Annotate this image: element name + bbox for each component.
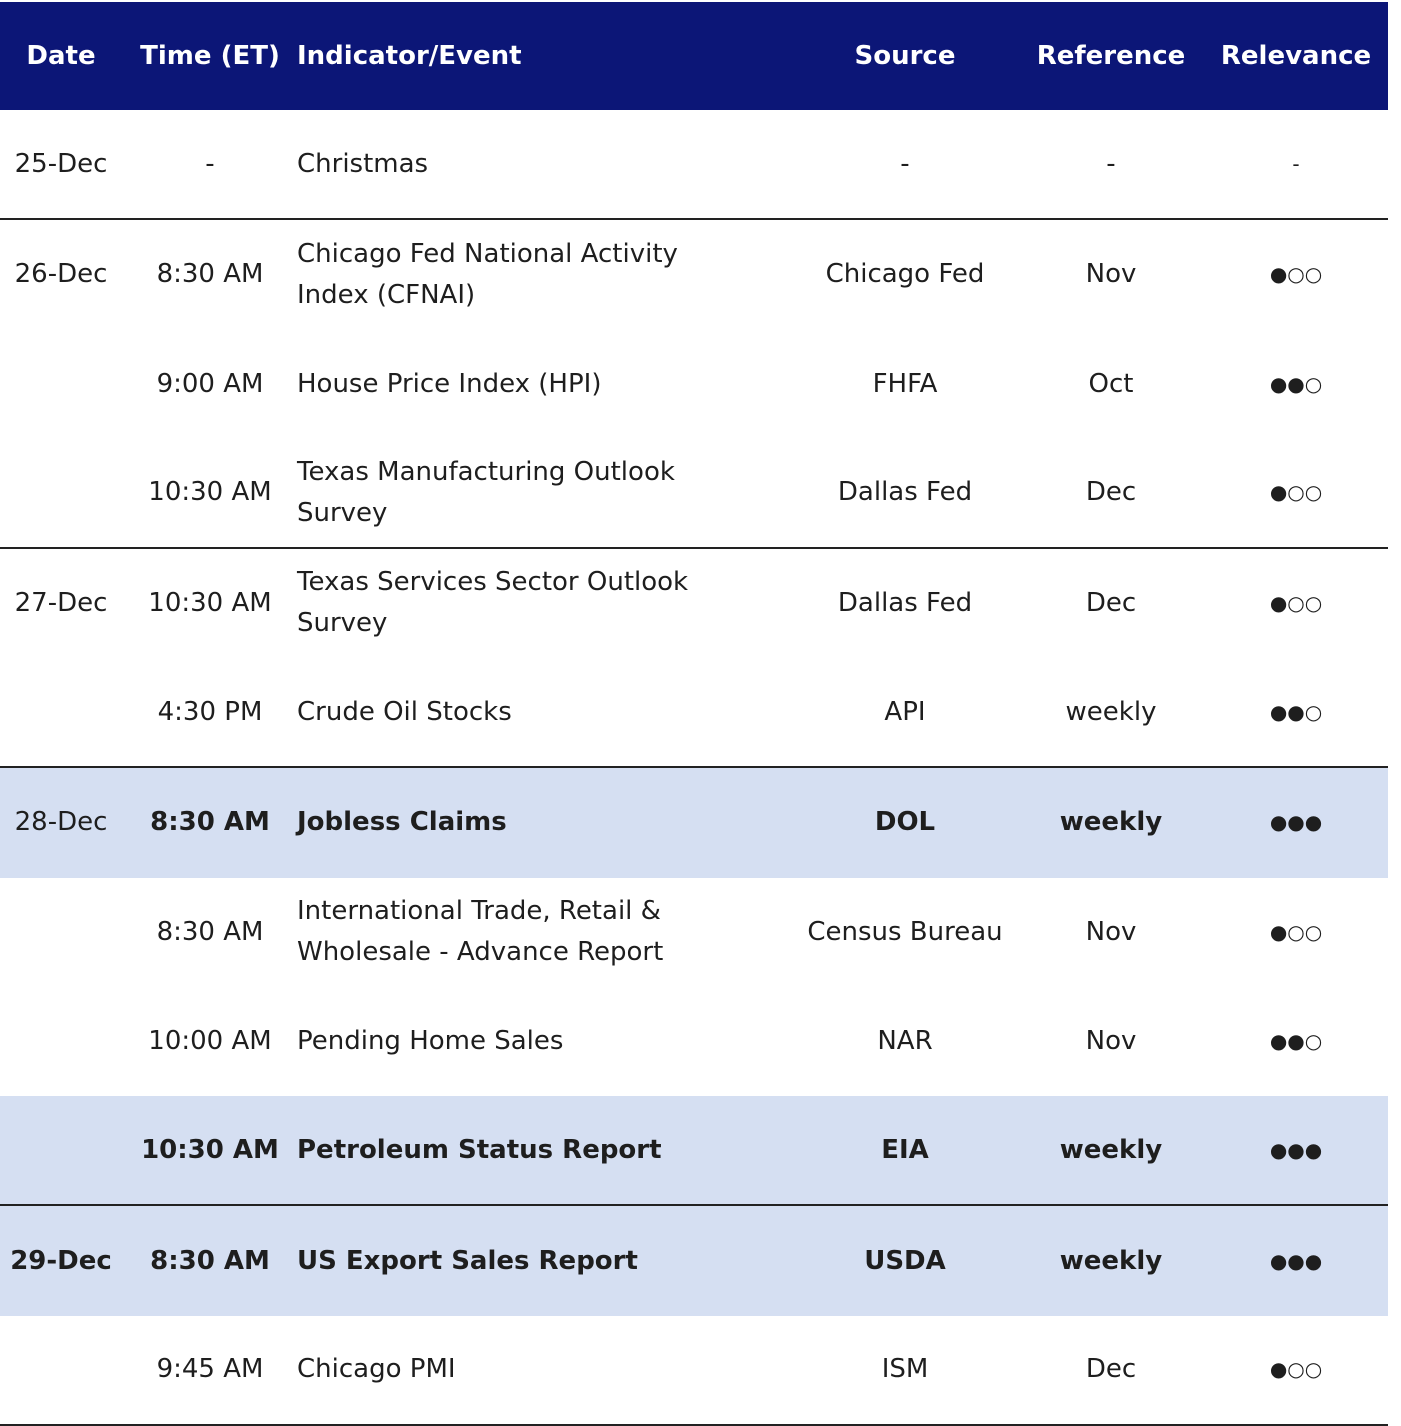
header-cell: Reference <box>1036 40 1186 71</box>
event-cell: International Trade, Retail & Wholesale … <box>297 896 664 968</box>
reference-cell: weekly <box>1059 807 1163 838</box>
reference-cell: Nov <box>1085 259 1137 290</box>
reference-cell: weekly <box>1059 1245 1163 1276</box>
reference-cell: Nov <box>1085 916 1137 947</box>
source-cell: FHFA <box>872 368 938 399</box>
table-row: 27-Dec 10:30 AM Texas Services Sector Outl… <box>0 548 1388 658</box>
time-cell: 8:30 AM <box>156 916 264 947</box>
time-cell: 9:00 AM <box>156 368 264 399</box>
time-cell: 8:30 AM <box>150 807 270 838</box>
event-cell: Chicago PMI <box>297 1354 456 1385</box>
relevance-cell: ●○○ <box>1269 919 1323 944</box>
time-cell: 4:30 PM <box>157 696 263 727</box>
date-cell: 27-Dec <box>14 587 108 618</box>
table-row: 10:00 AM Pending Home Sales NAR Nov ●●○ <box>0 987 1388 1097</box>
source-cell: EIA <box>881 1134 929 1165</box>
table-row: 26-Dec 8:30 AM Chicago Fed National Activi… <box>0 220 1388 330</box>
table-row: 29-Dec 8:30 AM US Export Sales Report USDA w… <box>0 1206 1388 1316</box>
date-cell: 29-Dec <box>10 1245 112 1276</box>
source-cell: USDA <box>864 1245 946 1276</box>
time-cell: 8:30 AM <box>156 259 264 290</box>
event-cell: US Export Sales Report <box>297 1245 638 1276</box>
relevance-cell: ●●○ <box>1269 1029 1323 1054</box>
header-cell: Indicator/Event <box>297 40 522 71</box>
reference-cell: Dec <box>1085 477 1137 508</box>
relevance-cell: ●●● <box>1269 1248 1323 1273</box>
source-cell: ISM <box>881 1354 929 1385</box>
header-cell: Source <box>854 40 956 71</box>
reference-cell: Oct <box>1088 368 1134 399</box>
event-cell: Jobless Claims <box>297 807 507 838</box>
table-row: 28-Dec 8:30 AM Jobless Claims DOL weekly ●●● <box>0 767 1388 878</box>
relevance-cell: - <box>1292 151 1300 176</box>
reference-cell: weekly <box>1065 696 1157 727</box>
event-cell: House Price Index (HPI) <box>297 368 602 399</box>
header-cell: Time (ET) <box>140 40 280 71</box>
relevance-cell: ●○○ <box>1269 1357 1323 1382</box>
relevance-cell: ●○○ <box>1269 262 1323 287</box>
relevance-cell: ●●● <box>1269 1137 1323 1162</box>
table-row: 4:30 PM Crude Oil Stocks API weekly ●●○ <box>0 658 1388 768</box>
time-cell: 10:30 AM <box>148 477 272 508</box>
relevance-cell: ●●○ <box>1269 371 1323 396</box>
reference-cell: - <box>1106 148 1116 179</box>
event-cell: Pending Home Sales <box>297 1026 564 1057</box>
time-cell: - <box>205 148 215 179</box>
source-cell: Dallas Fed <box>837 587 973 618</box>
event-cell: Petroleum Status Report <box>297 1134 662 1165</box>
time-cell: 10:30 AM <box>141 1134 279 1165</box>
source-cell: DOL <box>874 807 936 838</box>
relevance-cell: ●○○ <box>1269 590 1323 615</box>
relevance-cell: ●●○ <box>1269 699 1323 724</box>
event-cell: Crude Oil Stocks <box>297 696 512 727</box>
reference-cell: Dec <box>1085 587 1137 618</box>
header-row: Date Time (ET) Indicator/Event Source Refere… <box>0 2 1388 110</box>
time-cell: 9:45 AM <box>156 1354 264 1385</box>
date-cell: 25-Dec <box>14 148 108 179</box>
source-cell: API <box>884 696 926 727</box>
reference-cell: Nov <box>1085 1026 1137 1057</box>
reference-cell: weekly <box>1059 1134 1163 1165</box>
relevance-cell: ●●● <box>1269 810 1323 835</box>
header-cell: Date <box>26 40 96 71</box>
source-cell: Chicago Fed <box>825 259 985 290</box>
source-cell: - <box>900 148 910 179</box>
time-cell: 10:30 AM <box>148 587 272 618</box>
source-cell: NAR <box>877 1026 933 1057</box>
relevance-cell: ●○○ <box>1269 480 1323 505</box>
table-row: 9:00 AM House Price Index (HPI) FHFA Oct ●●○ <box>0 329 1388 439</box>
date-cell: 26-Dec <box>14 259 108 290</box>
table-row: 9:45 AM Chicago PMI ISM Dec ●○○ <box>0 1316 1388 1426</box>
table-row: 10:30 AM Petroleum Status Report EIA weekly… <box>0 1096 1388 1207</box>
table-row: 25-Dec - Christmas - - - <box>0 110 1388 220</box>
date-cell: 28-Dec <box>14 807 108 838</box>
source-cell: Dallas Fed <box>837 477 973 508</box>
header-cell: Relevance <box>1220 40 1372 71</box>
event-cell: Chicago Fed National Activity Index (CFN… <box>297 238 678 310</box>
event-cell: Texas Manufacturing Outlook Survey <box>297 456 675 528</box>
time-cell: 10:00 AM <box>148 1026 272 1057</box>
source-cell: Census Bureau <box>807 916 1003 947</box>
table-row: 10:30 AM Texas Manufacturing Outlook Surv… <box>0 439 1388 549</box>
reference-cell: Dec <box>1085 1354 1137 1385</box>
table-row: 8:30 AM International Trade, Retail & Who… <box>0 877 1388 987</box>
event-cell: Christmas <box>297 148 429 179</box>
event-cell: Texas Services Sector Outlook Survey <box>297 567 689 639</box>
time-cell: 8:30 AM <box>150 1245 270 1276</box>
